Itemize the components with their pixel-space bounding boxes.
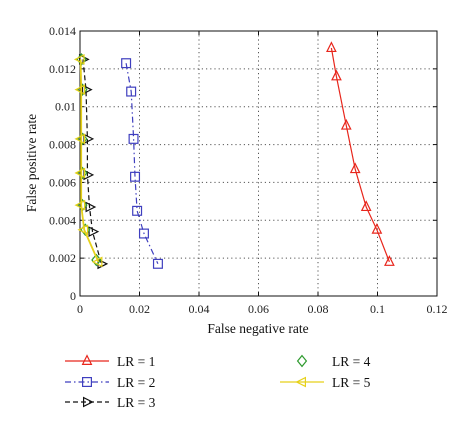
x-tick-label: 0.04 (189, 302, 210, 316)
data-point (88, 226, 100, 238)
series-line (79, 59, 100, 263)
legend-marker (81, 354, 93, 365)
data-point (130, 171, 141, 182)
data-point (85, 201, 97, 213)
data-point (126, 86, 137, 97)
series-lr-2 (121, 58, 163, 269)
data-point (340, 118, 352, 130)
data-point (331, 69, 342, 81)
axis-ticks: 0 0.02 0.04 0.06 0.08 0.1 0.12 0 0.002 0.004 0.006… (49, 24, 448, 316)
series-line (125, 63, 159, 265)
data-point (360, 200, 372, 212)
data-point (74, 199, 86, 211)
data-point (384, 255, 395, 266)
x-tick-label: 0.06 (248, 302, 269, 316)
legend-marker (296, 354, 308, 368)
data-point (371, 223, 383, 234)
series-lr-1 (326, 41, 395, 266)
series-line (330, 47, 390, 263)
x-tick-label: 0.1 (370, 302, 385, 316)
legend-marker (295, 376, 306, 388)
y-tick-label: 0.006 (49, 175, 76, 189)
plot-area (79, 30, 438, 297)
legend-label: LR = 4 (332, 354, 371, 369)
legend-marker (82, 396, 94, 408)
legend-entry-lr-4: LR = 4 (296, 354, 371, 369)
y-axis-title: False positive rate (24, 114, 39, 212)
y-tick-label: 0.008 (49, 138, 76, 152)
series-line (82, 59, 102, 264)
data-point (152, 258, 163, 269)
data-point (349, 162, 361, 174)
legend-entry-lr-3: LR = 3 (65, 395, 156, 410)
x-tick-label: 0.02 (129, 302, 150, 316)
data-point (138, 228, 149, 239)
x-tick-label: 0.12 (427, 302, 448, 316)
legend-label: LR = 5 (332, 375, 371, 390)
legend-label: LR = 2 (117, 375, 155, 390)
legend-entry-lr-5: LR = 5 (280, 375, 371, 390)
data-point (132, 205, 143, 216)
x-axis-title: False negative rate (207, 321, 308, 336)
data-point (121, 58, 132, 69)
y-tick-label: 0.002 (49, 251, 76, 265)
legend-entry-lr-2: LR = 2 (65, 375, 155, 390)
data-point (74, 84, 86, 96)
y-tick-label: 0 (70, 289, 76, 303)
legend-entry-lr-1: LR = 1 (65, 354, 155, 369)
y-tick-label: 0.012 (49, 62, 76, 76)
x-tick-label: 0 (77, 302, 83, 316)
y-tick-label: 0.014 (49, 24, 76, 38)
legend: LR = 1 LR = 2 LR = 3 LR = 4 LR = 5 (65, 354, 371, 410)
y-tick-label: 0.004 (49, 213, 76, 227)
data-point (73, 54, 85, 65)
legend-marker (81, 377, 92, 388)
x-tick-label: 0.08 (308, 302, 329, 316)
data-point (326, 41, 337, 53)
data-point (74, 133, 86, 145)
y-tick-label: 0.01 (55, 100, 76, 114)
legend-label: LR = 3 (117, 395, 156, 410)
legend-label: LR = 1 (117, 354, 155, 369)
data-point (81, 84, 93, 96)
series-layer (73, 41, 395, 270)
data-point (128, 133, 139, 144)
data-point (77, 224, 89, 236)
data-point (74, 167, 86, 179)
series-lr-5 (73, 54, 103, 268)
data-point (91, 256, 103, 268)
